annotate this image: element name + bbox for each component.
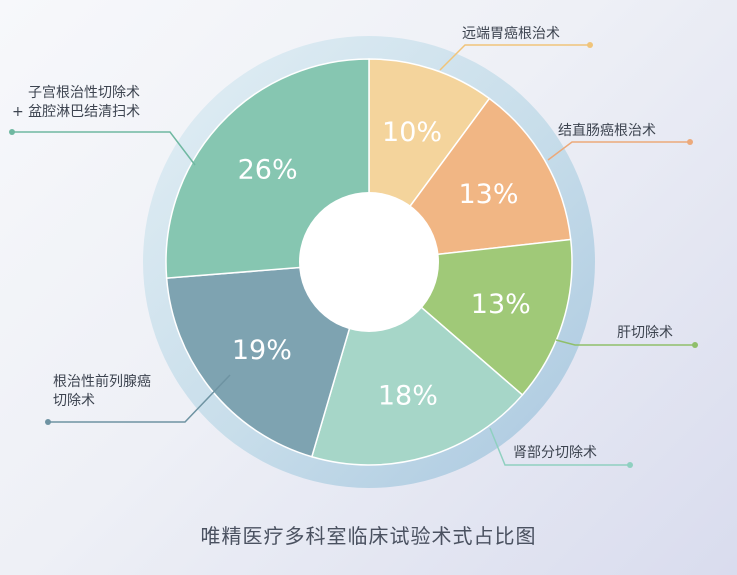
callout-text: 根治性前列腺癌 [53, 374, 151, 390]
leader-dot [692, 342, 698, 348]
leader-line [12, 131, 196, 166]
leader-line [48, 374, 231, 423]
callout-text: 切除术 [53, 393, 95, 409]
callout-distal-gastrectomy: 远端胃癌根治术 [462, 25, 560, 44]
callout-text: + 盆腔淋巴结清扫术 [12, 104, 141, 120]
leader-dot [9, 129, 15, 135]
chart-title: 唯精医疗多科室临床试验术式占比图 [200, 524, 537, 548]
percent-label: 26% [238, 154, 298, 185]
leader-dot [45, 419, 51, 425]
callout-rectal-resection: 结直肠癌根治术 [558, 122, 656, 141]
percent-label: 13% [459, 179, 519, 210]
callout-prostatectomy: 根治性前列腺癌 切除术 [53, 373, 151, 411]
callout-text: 子宫根治性切除术 [28, 85, 140, 101]
percent-label: 18% [378, 380, 438, 411]
pie-slice [165, 261, 371, 458]
callout-text: 结直肠癌根治术 [558, 123, 656, 139]
callout-text: 肾部分切除术 [513, 445, 597, 461]
leader-dot [627, 462, 633, 468]
percent-label: 13% [471, 289, 531, 320]
percent-label: 10% [382, 117, 442, 148]
callout-text: 远端胃癌根治术 [462, 26, 560, 42]
callout-partial-nephrectomy: 肾部分切除术 [513, 444, 597, 463]
callout-text: 肝切除术 [617, 325, 673, 341]
leader-line [555, 339, 695, 346]
callout-hysterectomy: 子宫根治性切除术 + 盆腔淋巴结清扫术 [12, 84, 140, 122]
leader-dot [587, 42, 593, 48]
center-hole [299, 192, 439, 332]
leader-line [489, 427, 630, 466]
callout-hepatectomy: 肝切除术 [617, 324, 673, 343]
percent-label: 19% [232, 335, 292, 366]
leader-line [439, 44, 590, 71]
leader-dot [687, 139, 693, 145]
leader-line [547, 141, 690, 161]
